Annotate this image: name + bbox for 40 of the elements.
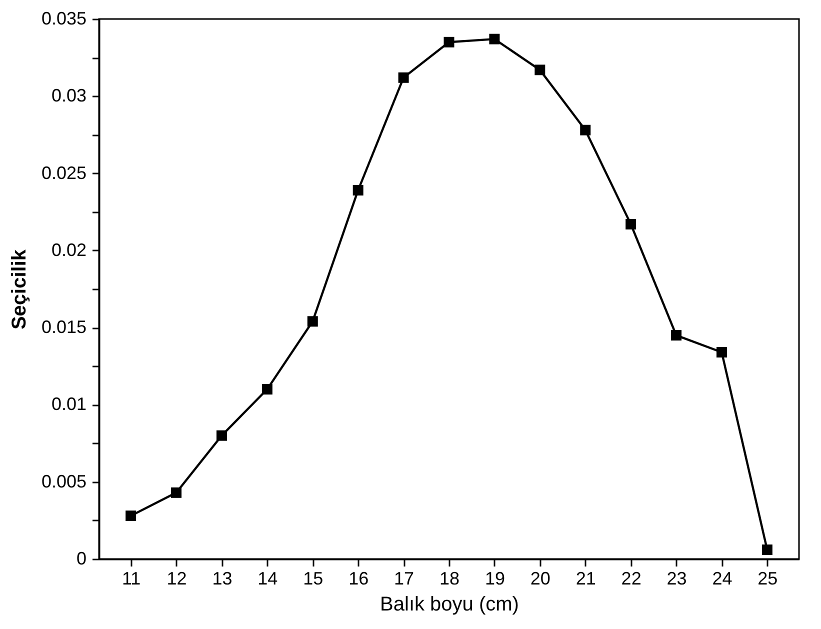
- x-tick-label: 11: [122, 568, 141, 588]
- y-tick-label: 0.015: [41, 317, 86, 338]
- x-tick-label: 15: [303, 568, 324, 588]
- x-tick-label: 18: [439, 568, 460, 588]
- y-tick-label: 0.005: [41, 471, 86, 492]
- x-tick-label: 17: [394, 568, 414, 588]
- x-tick-label: 21: [576, 568, 596, 588]
- x-tick-label: 20: [530, 568, 550, 588]
- x-tick-label: 13: [212, 568, 232, 588]
- point: [534, 64, 546, 76]
- y-axis-title: Seçicilik: [8, 248, 30, 330]
- point: [626, 218, 636, 230]
- y-tick-label: 0.025: [41, 162, 86, 183]
- x-axis-title: Balık boyu (cm): [380, 594, 519, 616]
- point: [398, 72, 409, 83]
- y-tick-label: 0.01: [51, 394, 86, 414]
- point: [171, 487, 182, 498]
- y-tick-label: 0.02: [51, 240, 86, 260]
- x-tick-label: 25: [758, 568, 778, 588]
- point: [216, 430, 227, 441]
- y-tick-label: 0.035: [41, 8, 86, 28]
- x-tick-label: 22: [621, 568, 642, 588]
- point: [126, 510, 136, 522]
- point: [671, 330, 682, 341]
- x-tick-label: 14: [258, 568, 278, 588]
- point: [762, 544, 772, 555]
- x-tick-label: 12: [166, 568, 187, 588]
- point: [489, 34, 500, 44]
- point: [352, 185, 364, 196]
- y-tick-label: 0: [76, 548, 86, 568]
- point: [262, 384, 272, 395]
- x-tick-label: 24: [712, 568, 732, 588]
- point: [307, 316, 318, 327]
- x-tick-label: 19: [484, 568, 505, 588]
- x-tick-label: 23: [666, 568, 687, 588]
- point: [580, 124, 591, 136]
- y-tick-label: 0.03: [51, 86, 86, 106]
- point: [444, 36, 454, 48]
- x-tick-label: 16: [348, 568, 369, 588]
- point: [716, 347, 727, 358]
